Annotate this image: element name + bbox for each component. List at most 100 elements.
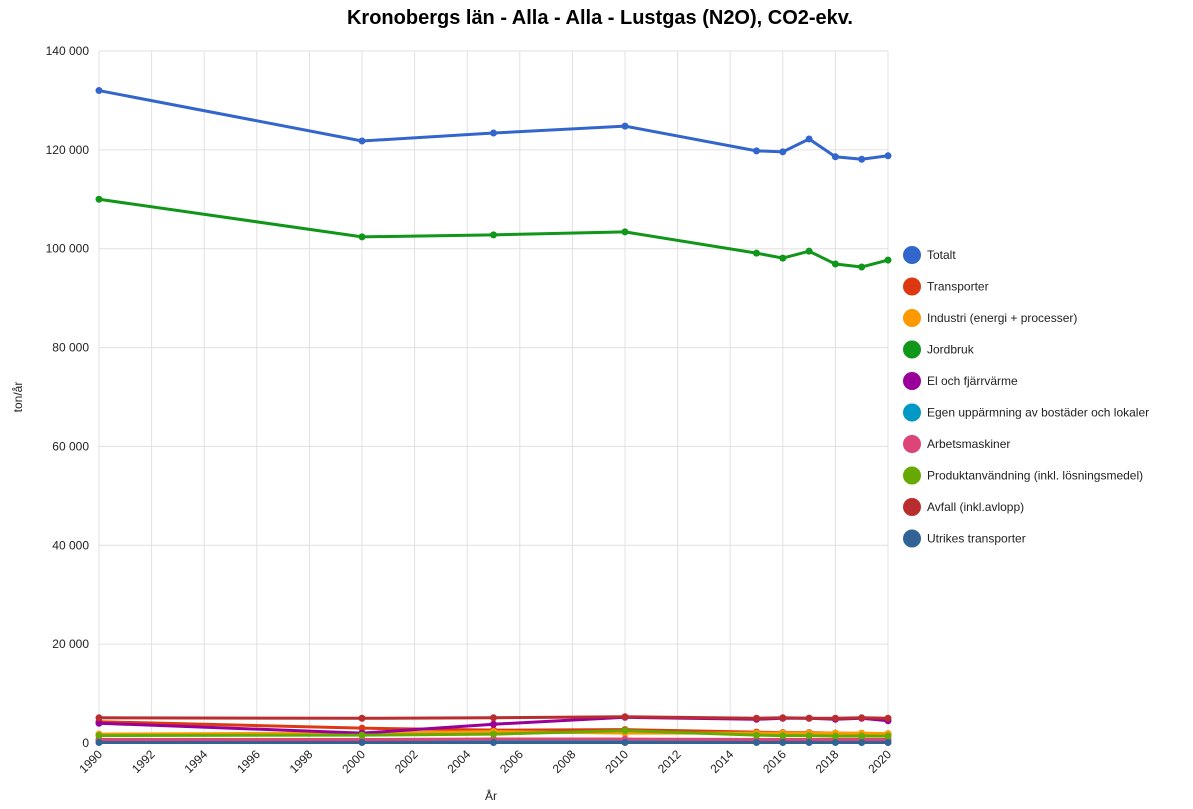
point	[885, 733, 892, 740]
x-tick-label: 1990	[76, 747, 105, 776]
point	[622, 228, 629, 235]
legend-label: Avfall (inkl.avlopp)	[927, 500, 1024, 514]
point	[806, 135, 813, 142]
point	[753, 739, 760, 746]
x-tick-label: 2012	[655, 747, 684, 776]
point	[753, 250, 760, 257]
legend-label: El och fjärrvärme	[927, 374, 1018, 388]
point	[753, 732, 760, 739]
legend-marker	[903, 372, 921, 390]
point	[779, 732, 786, 739]
x-tick-label: 2004	[445, 747, 474, 776]
point	[832, 153, 839, 160]
legend-marker	[903, 309, 921, 327]
point	[806, 248, 813, 255]
point	[96, 732, 103, 739]
point	[96, 714, 103, 721]
point	[490, 731, 497, 738]
point	[96, 196, 103, 203]
y-tick-label: 60 000	[52, 439, 89, 453]
point	[779, 739, 786, 746]
legend-marker	[903, 530, 921, 548]
legend-label: Industri (energi + processer)	[927, 311, 1077, 325]
point	[885, 715, 892, 722]
x-tick-label: 2002	[392, 747, 421, 776]
point	[806, 732, 813, 739]
legend-label: Transporter	[927, 280, 989, 294]
point	[359, 137, 366, 144]
point	[806, 739, 813, 746]
legend-marker	[903, 278, 921, 296]
x-tick-label: 2014	[708, 747, 737, 776]
point	[858, 156, 865, 163]
x-tick-label: 2006	[497, 747, 526, 776]
point	[490, 739, 497, 746]
point	[622, 739, 629, 746]
x-tick-label: 1994	[182, 747, 211, 776]
point	[359, 715, 366, 722]
point	[753, 147, 760, 154]
point	[359, 233, 366, 240]
point	[885, 257, 892, 264]
point	[96, 739, 103, 746]
point	[359, 732, 366, 739]
legend-marker	[903, 498, 921, 516]
legend-marker	[903, 467, 921, 485]
point	[753, 715, 760, 722]
chart-title: Kronobergs län - Alla - Alla - Lustgas (…	[347, 7, 853, 29]
point	[490, 130, 497, 137]
y-tick-label: 40 000	[52, 538, 89, 552]
point	[622, 713, 629, 720]
y-axis-label: ton/år	[11, 382, 25, 413]
x-tick-label: 2000	[339, 747, 368, 776]
point	[779, 148, 786, 155]
line	[99, 91, 888, 160]
x-tick-label: 2016	[760, 747, 789, 776]
point	[832, 733, 839, 740]
x-tick-label: 1996	[234, 747, 263, 776]
x-tick-label: 2010	[602, 747, 631, 776]
point	[622, 123, 629, 130]
y-tick-label: 100 000	[46, 242, 90, 256]
y-tick-label: 80 000	[52, 341, 89, 355]
point	[622, 727, 629, 734]
point	[832, 739, 839, 746]
point	[359, 739, 366, 746]
point	[832, 715, 839, 722]
legend-marker	[903, 404, 921, 422]
point	[806, 715, 813, 722]
legend-label: Arbetsmaskiner	[927, 437, 1010, 451]
x-tick-label: 2008	[550, 747, 579, 776]
x-axis-label: År	[485, 788, 497, 803]
legend-label: Produktanvändning (inkl. lösningsmedel)	[927, 469, 1143, 483]
point	[858, 739, 865, 746]
y-tick-label: 140 000	[46, 44, 90, 58]
legend-label: Totalt	[927, 248, 956, 262]
legend-label: Jordbruk	[927, 343, 975, 357]
y-tick-label: 120 000	[46, 143, 90, 157]
x-tick-label: 2018	[813, 747, 842, 776]
legend-label: Egen uppärmning av bostäder och lokaler	[927, 406, 1149, 420]
y-tick-label: 0	[82, 736, 89, 750]
point	[779, 255, 786, 262]
y-tick-label: 20 000	[52, 637, 89, 651]
legend-marker	[903, 341, 921, 359]
point	[858, 714, 865, 721]
point	[885, 152, 892, 159]
x-tick-label: 1998	[287, 747, 316, 776]
point	[779, 714, 786, 721]
legend-label: Utrikes transporter	[927, 532, 1026, 546]
x-tick-label: 2020	[865, 747, 894, 776]
legend-marker	[903, 246, 921, 264]
point	[490, 721, 497, 728]
x-tick-label: 1992	[129, 747, 158, 776]
point	[490, 714, 497, 721]
legend-marker	[903, 435, 921, 453]
point	[858, 733, 865, 740]
point	[832, 261, 839, 268]
point	[96, 87, 103, 94]
point	[885, 739, 892, 746]
point	[490, 231, 497, 238]
point	[858, 264, 865, 271]
